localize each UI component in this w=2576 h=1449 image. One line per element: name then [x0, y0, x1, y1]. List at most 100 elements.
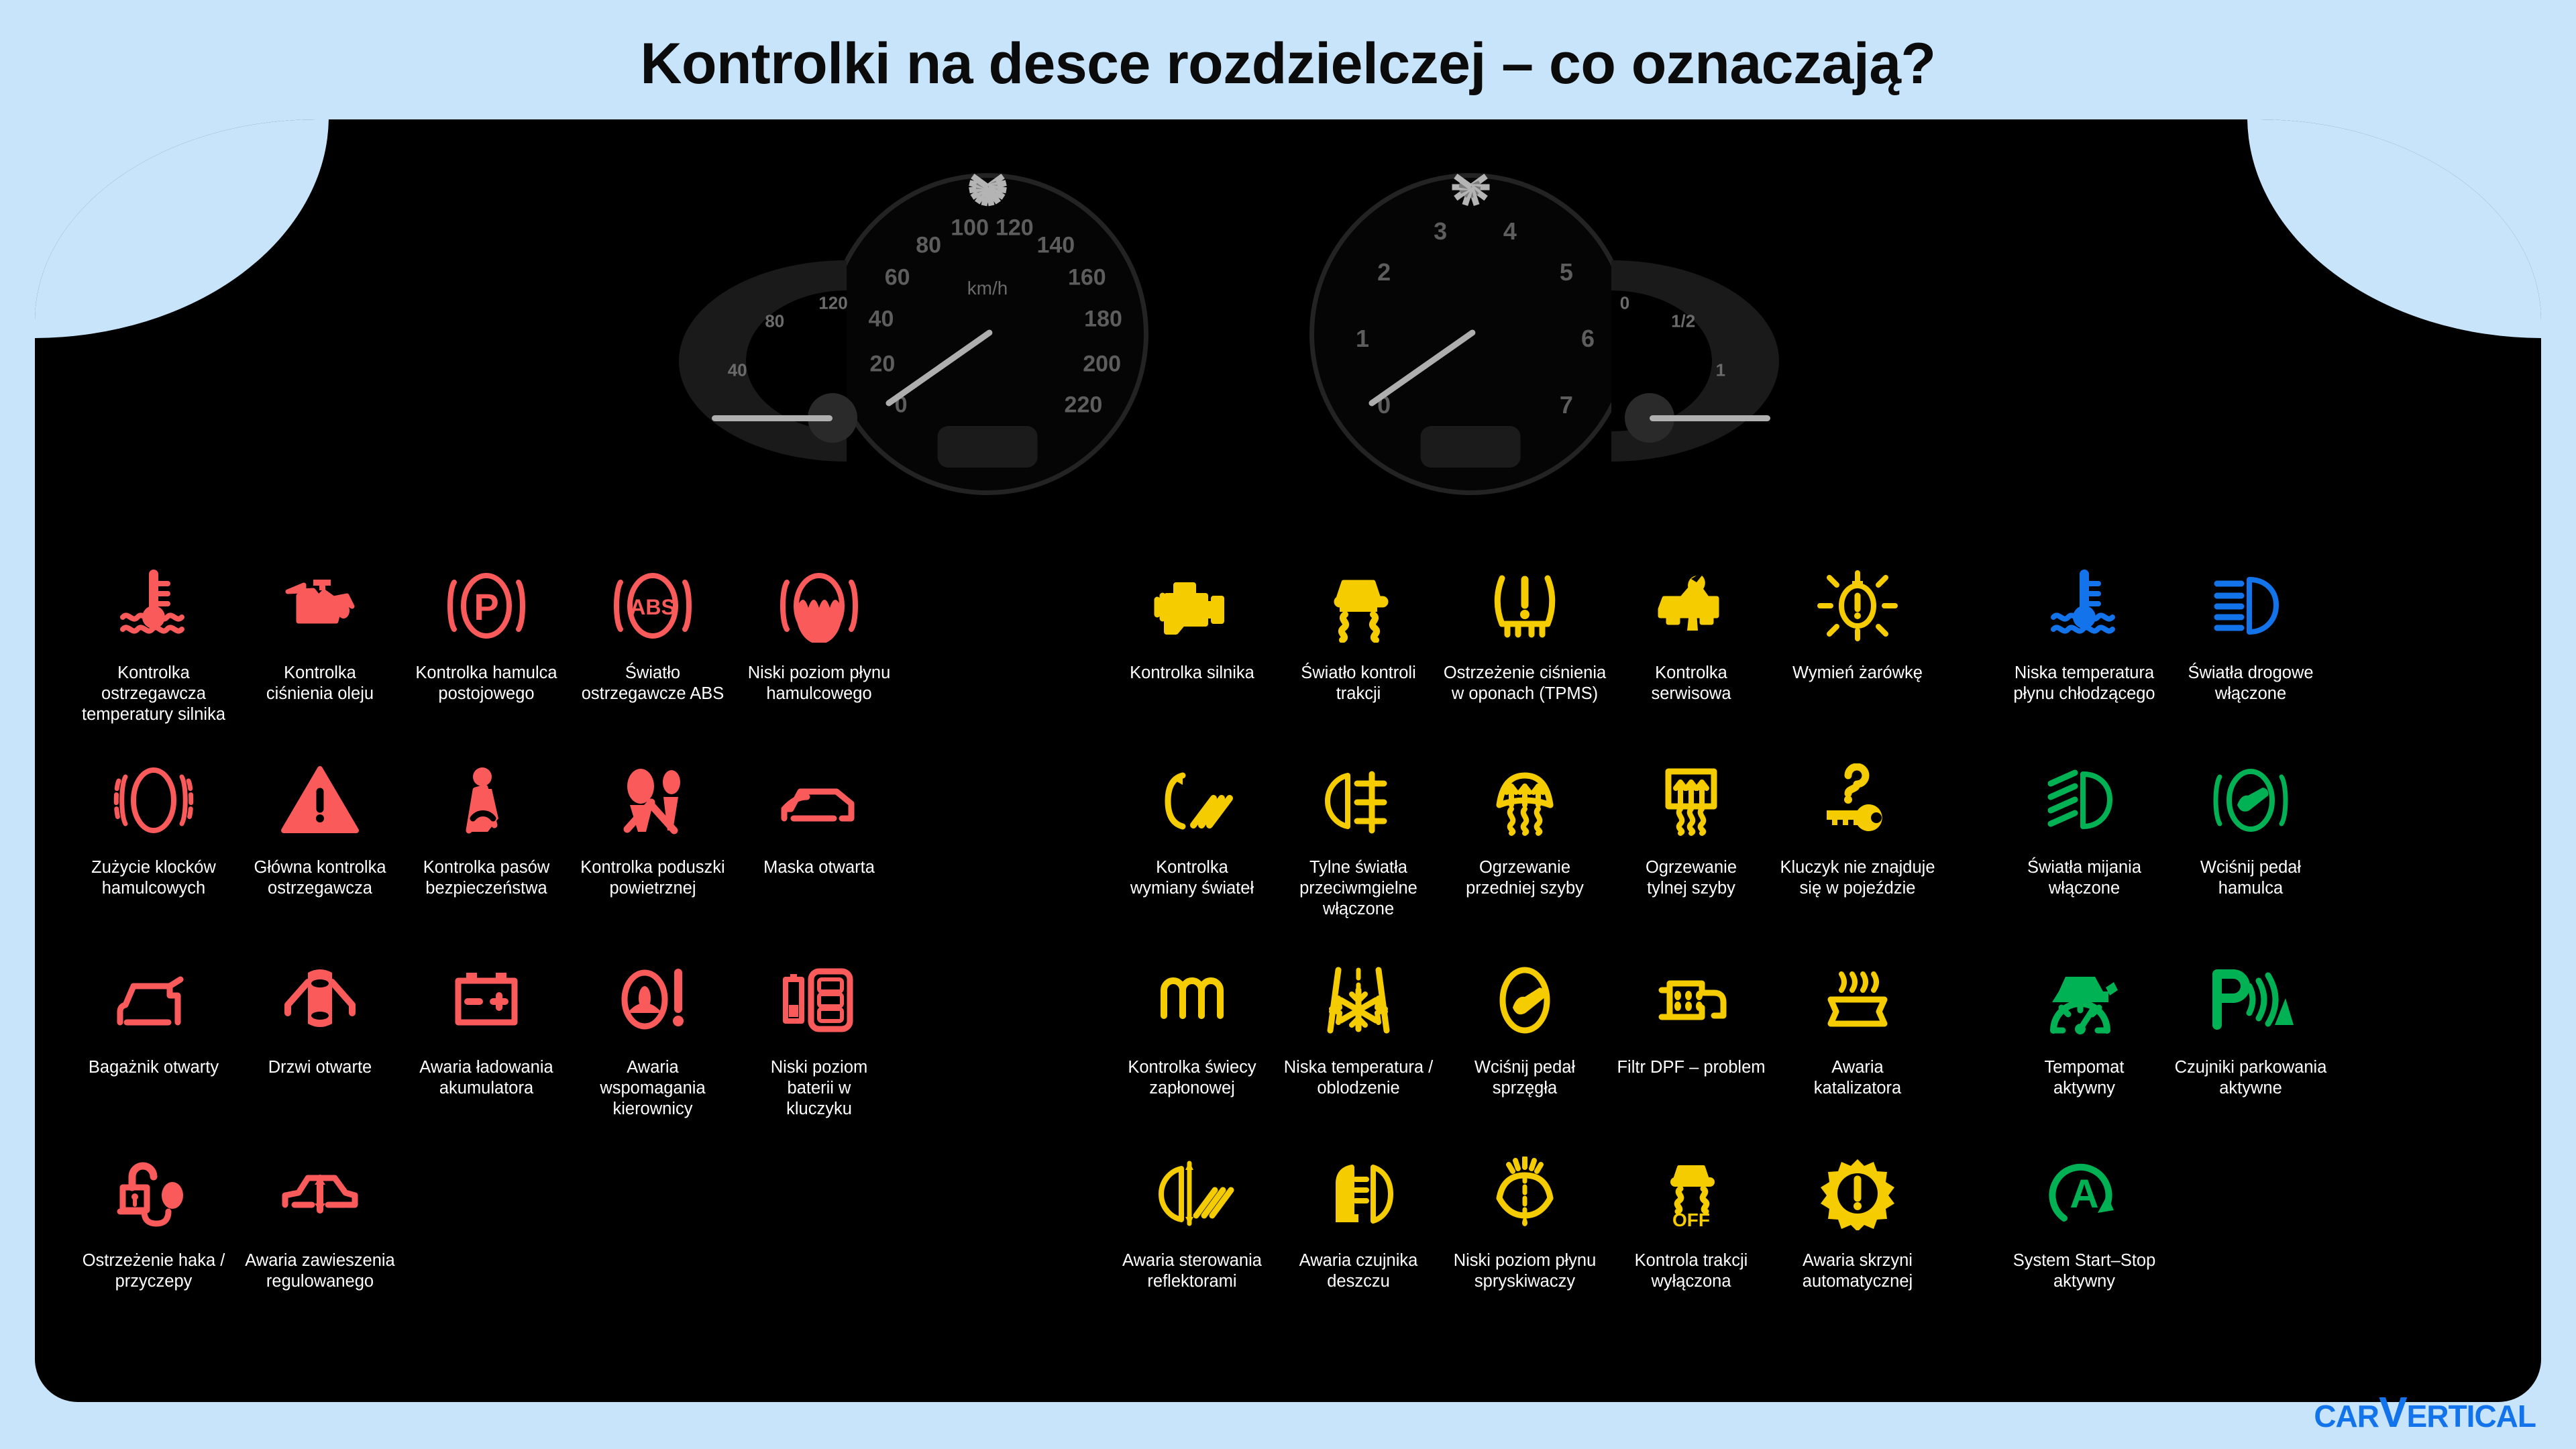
- dpf-filter-icon: [1607, 950, 1775, 1051]
- warning-light-label: System Start–Stop aktywny: [2012, 1251, 2156, 1291]
- warning-light-cell: Bagażnik otwarty: [70, 950, 237, 1078]
- svg-text:ABS: ABS: [630, 595, 676, 619]
- gauge-display-plate: [937, 425, 1038, 468]
- warning-light-label: Wciśnij pedał hamulca: [2200, 858, 2302, 898]
- warning-light-label: Kontrola trakcji wyłączona: [1634, 1251, 1748, 1291]
- warning-light-cell: Ostrzeżenie haka / przyczepy: [70, 1143, 237, 1292]
- warning-light-label: Kontrolka ostrzegawcza temperatury silni…: [82, 663, 225, 724]
- high-beam-icon: [2167, 555, 2334, 656]
- warning-light-label: Światła drogowe włączone: [2188, 663, 2314, 704]
- gauge-number: 5: [1559, 258, 1573, 286]
- warning-light-label: Kontrolka poduszki powietrznej: [580, 858, 725, 898]
- headlight-control-fault-icon: [1108, 1143, 1276, 1244]
- gauge-number: 2: [1377, 258, 1391, 286]
- warning-light-cell: Niska temperatura / oblodzenie: [1275, 950, 1442, 1099]
- gauge-number: 1: [1355, 325, 1370, 352]
- warning-light-label: Awaria sterowania reflektorami: [1122, 1251, 1262, 1291]
- warning-light-cell: Niska temperatura płynu chłodzącego: [2000, 555, 2168, 704]
- start-stop-active-icon: A: [2000, 1143, 2168, 1244]
- warning-light-cell: Drzwi otwarte: [236, 950, 404, 1078]
- power-steering-fault-icon: [569, 950, 737, 1051]
- warning-light-cell: Niski poziom płynu hamulcowego: [735, 555, 903, 704]
- warning-light-label: Drzwi otwarte: [268, 1058, 372, 1077]
- warning-light-label: Niski poziom płynu spryskiwaczy: [1453, 1251, 1597, 1291]
- warning-light-label: Maska otwarta: [763, 858, 875, 877]
- warning-light-label: Wciśnij pedał sprzęgła: [1474, 1058, 1576, 1098]
- warning-light-label: Główna kontrolka ostrzegawcza: [254, 858, 386, 898]
- gauge-unit-label: km/h: [967, 277, 1008, 299]
- warning-light-label: Światło ostrzegawcze ABS: [581, 663, 724, 704]
- warning-light-cell: Kontrolka świecy zapłonowej: [1108, 950, 1276, 1099]
- warning-light-cell: Światła drogowe włączone: [2167, 555, 2334, 704]
- warning-light-cell: OFF Kontrola trakcji wyłączona: [1607, 1143, 1775, 1292]
- rear-fog-light-icon: [1275, 750, 1442, 851]
- warning-light-cell: Główna kontrolka ostrzegawcza: [236, 750, 404, 899]
- warning-light-cell: Tylne światła przeciwmgielne włączone: [1275, 750, 1442, 920]
- tachometer: 0 1 2 3 4 5 6 7: [1309, 173, 1631, 495]
- carvertical-logo: CAR V ERTICAL: [2314, 1391, 2536, 1434]
- warning-light-label: Kontrolka silnika: [1130, 663, 1254, 682]
- logo-part2: ERTICAL: [2406, 1399, 2536, 1434]
- mini-gauge-number: 1/2: [1671, 311, 1696, 331]
- warning-light-label: Niski poziom płynu hamulcowego: [747, 663, 891, 704]
- glow-plug-icon: [1108, 950, 1276, 1051]
- mini-gauge-number: 1: [1715, 360, 1726, 380]
- warning-light-label: Kontrolka ciśnienia oleju: [266, 663, 374, 704]
- warning-light-cell: Kontrolka ciśnienia oleju: [236, 555, 404, 704]
- warning-light-label: Awaria skrzyni automatycznej: [1802, 1251, 1913, 1291]
- gauge-number: 7: [1559, 390, 1573, 419]
- warning-light-label: Światło kontroli trakcji: [1301, 663, 1416, 704]
- warning-light-cell: Światła mijania włączone: [2000, 750, 2168, 899]
- fuel-gauge: 1 1/2 0: [1611, 260, 1779, 462]
- warning-light-label: Kontrolka serwisowa: [1651, 663, 1731, 704]
- catalytic-converter-fault-icon: [1774, 950, 1941, 1051]
- warning-light-label: Niski poziom baterii w kluczyku: [770, 1058, 868, 1119]
- gauge-needle: [1367, 328, 1477, 408]
- seatbelt-icon: [402, 750, 570, 851]
- warning-light-cell: ABS Światło ostrzegawcze ABS: [569, 555, 737, 704]
- warning-light-label: Ostrzeżenie haka / przyczepy: [82, 1251, 225, 1291]
- brake-fluid-low-icon: [735, 555, 903, 656]
- warning-light-cell: Filtr DPF – problem: [1607, 950, 1775, 1078]
- abs-warning-icon: ABS: [569, 555, 737, 656]
- gauge-number: 80: [916, 232, 942, 258]
- mini-gauge-needle: [712, 415, 833, 421]
- warning-light-cell: Wciśnij pedał hamulca: [2167, 750, 2334, 899]
- gauge-number: 6: [1580, 325, 1595, 352]
- warning-lights-grid: Kontrolka ostrzegawcza temperatury silni…: [35, 555, 2541, 1401]
- warning-light-cell: Kontrolka poduszki powietrznej: [569, 750, 737, 899]
- gauge-number: 140: [1036, 232, 1075, 258]
- traction-control-off-icon: OFF: [1607, 1143, 1775, 1244]
- warning-light-label: Niska temperatura / oblodzenie: [1283, 1058, 1434, 1098]
- warning-light-cell: Czujniki parkowania aktywne: [2167, 950, 2334, 1099]
- cruise-control-active-icon: [2000, 950, 2168, 1051]
- tachometer-face: 0 1 2 3 4 5 6 7: [1314, 174, 1627, 490]
- warning-light-label: Awaria wspomagania kierownicy: [600, 1058, 706, 1119]
- warning-light-cell: Awaria czujnika deszczu: [1275, 1143, 1442, 1292]
- svg-text:A: A: [2070, 1171, 2098, 1216]
- gauge-needle: [884, 328, 994, 408]
- warning-light-label: Światła mijania włączone: [2027, 858, 2142, 898]
- speedometer: 0 20 40 60 80 100 120 140 160 180 200 220 km/h: [826, 173, 1148, 495]
- warning-light-cell: Awaria katalizatora: [1774, 950, 1941, 1099]
- warning-light-label: Zużycie klocków hamulcowych: [91, 858, 216, 898]
- warning-light-cell: P Kontrolka hamulca postojowego: [402, 555, 570, 704]
- gauge-number: 100: [951, 215, 989, 241]
- warning-light-cell: Awaria ładowania akumulatora: [402, 950, 570, 1099]
- warning-light-cell: Kontrolka silnika: [1108, 555, 1276, 684]
- washer-fluid-low-icon: [1441, 1143, 1609, 1244]
- ice-warning-icon: [1275, 950, 1442, 1051]
- warning-light-cell: Maska otwarta: [735, 750, 903, 878]
- warning-light-label: Awaria ładowania akumulatora: [419, 1058, 553, 1098]
- mini-gauge-needle: [1650, 415, 1770, 421]
- warning-light-label: Czujniki parkowania aktywne: [2174, 1058, 2327, 1098]
- mini-gauge-number: 80: [765, 311, 785, 331]
- warning-light-cell: Światło kontroli trakcji: [1275, 555, 1442, 704]
- warning-light-cell: Awaria zawieszenia regulowanego: [236, 1143, 404, 1292]
- service-wrench-icon: [1607, 555, 1775, 656]
- warning-light-cell: A System Start–Stop aktywny: [2000, 1143, 2168, 1292]
- gauge-display-plate: [1420, 425, 1521, 468]
- gauge-number: 160: [1067, 264, 1106, 290]
- master-warning-icon: [236, 750, 404, 851]
- bulb-failure-icon: [1774, 555, 1941, 656]
